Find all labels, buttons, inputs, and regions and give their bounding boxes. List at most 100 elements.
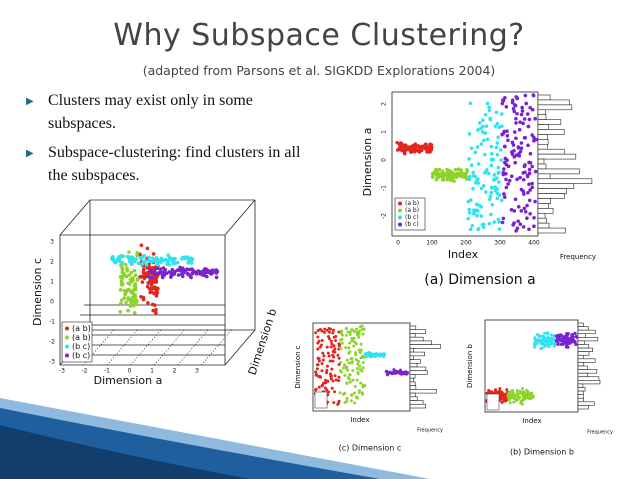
data-point xyxy=(526,124,531,129)
data-point xyxy=(133,287,137,291)
data-point xyxy=(481,124,485,129)
data-point xyxy=(502,192,506,196)
data-point xyxy=(148,269,153,274)
data-point xyxy=(517,127,522,132)
legend-label: (b c) xyxy=(72,342,90,351)
data-point xyxy=(519,146,524,151)
data-point xyxy=(532,224,536,229)
data-point xyxy=(126,308,131,313)
data-point xyxy=(496,135,500,140)
data-point xyxy=(523,209,528,214)
data-point xyxy=(489,190,493,195)
data-point xyxy=(324,378,328,382)
data-point xyxy=(547,345,551,349)
histogram-bar xyxy=(537,148,565,155)
data-point xyxy=(476,181,481,185)
cube-edge xyxy=(224,199,256,236)
data-point xyxy=(533,345,537,349)
data-point xyxy=(200,272,205,277)
data-point xyxy=(492,177,496,182)
data-point xyxy=(132,257,137,261)
data-point xyxy=(170,267,175,272)
data-point xyxy=(187,273,192,278)
data-point xyxy=(350,336,354,340)
data-point xyxy=(151,252,156,256)
x-tick-label: 0 xyxy=(128,368,132,375)
data-point xyxy=(332,344,336,348)
data-point xyxy=(171,258,176,263)
data-point xyxy=(398,147,403,152)
data-point xyxy=(319,343,323,347)
data-point xyxy=(331,349,335,353)
data-point xyxy=(399,141,403,145)
x-tick-label: -2 xyxy=(82,368,88,375)
data-point xyxy=(452,179,456,183)
data-point xyxy=(522,206,527,211)
data-point xyxy=(142,276,147,281)
histogram-bar xyxy=(577,369,598,374)
data-point xyxy=(339,338,343,342)
data-point xyxy=(333,390,337,394)
data-point xyxy=(495,196,500,201)
data-point xyxy=(488,194,493,199)
data-point xyxy=(317,375,321,379)
data-point xyxy=(321,351,325,355)
data-point xyxy=(333,374,337,378)
data-point xyxy=(547,339,551,343)
data-point xyxy=(316,335,320,339)
data-point xyxy=(318,327,322,331)
data-point xyxy=(359,342,363,346)
data-point xyxy=(153,272,158,277)
data-point xyxy=(315,367,319,371)
data-point xyxy=(509,207,514,212)
histogram-bar xyxy=(577,333,586,338)
data-point xyxy=(502,167,506,171)
data-point xyxy=(481,138,486,143)
data-point xyxy=(125,268,130,273)
data-point xyxy=(144,263,149,267)
data-point xyxy=(341,366,345,370)
data-point xyxy=(127,282,132,286)
data-point xyxy=(527,167,532,172)
data-point xyxy=(555,334,559,338)
data-point xyxy=(565,331,569,335)
data-point xyxy=(537,338,541,342)
histogram-bar xyxy=(409,389,437,394)
data-point xyxy=(214,275,219,280)
data-point xyxy=(339,360,343,364)
data-point xyxy=(141,270,146,275)
legend-box xyxy=(486,393,500,411)
histogram-bar xyxy=(409,370,428,375)
data-point xyxy=(476,128,480,132)
data-point xyxy=(347,346,351,350)
data-point xyxy=(495,121,500,126)
data-point xyxy=(487,108,492,113)
data-point xyxy=(530,185,534,190)
data-point xyxy=(518,120,522,124)
data-point xyxy=(563,335,567,339)
data-point xyxy=(118,288,123,292)
data-point xyxy=(133,283,137,288)
data-point xyxy=(473,150,478,155)
data-point xyxy=(347,351,351,355)
data-point xyxy=(356,372,360,376)
histogram-bar xyxy=(537,124,549,130)
data-point xyxy=(500,101,505,106)
data-point xyxy=(528,161,533,165)
data-point xyxy=(483,112,488,117)
data-point xyxy=(149,276,154,280)
data-point xyxy=(498,387,502,391)
y-tick-label: 3 xyxy=(50,239,54,246)
data-point xyxy=(532,138,536,143)
data-point xyxy=(485,101,490,106)
data-point xyxy=(334,378,338,382)
histogram-bar xyxy=(577,394,584,399)
histogram-bar xyxy=(537,119,562,125)
data-point xyxy=(339,347,343,351)
data-point xyxy=(158,270,162,275)
histogram-bar xyxy=(537,217,547,224)
data-point xyxy=(506,393,510,397)
legend-label: (b c) xyxy=(72,351,90,360)
data-point xyxy=(495,191,500,196)
data-point xyxy=(567,337,571,341)
